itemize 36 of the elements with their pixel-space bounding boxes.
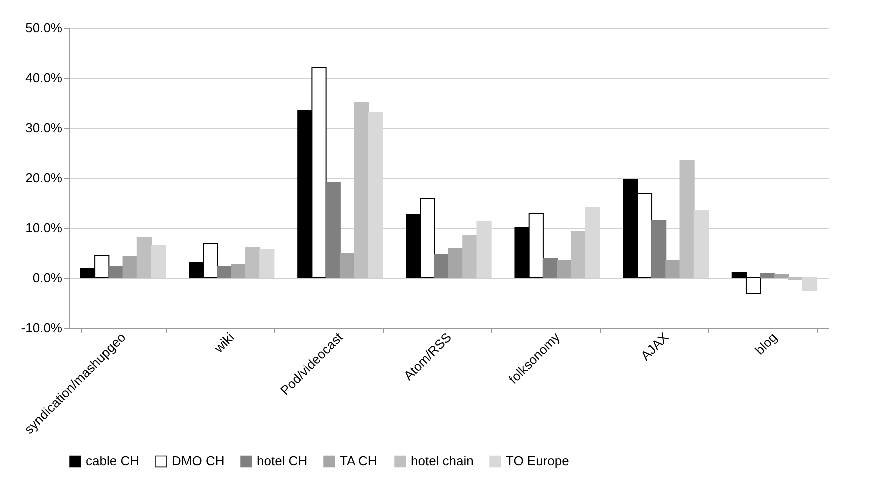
- bar: [448, 248, 464, 278]
- bar: [666, 260, 681, 278]
- bar: [434, 254, 450, 278]
- bar: [462, 235, 478, 278]
- y-tick-label: 40.0%: [26, 70, 63, 86]
- legend-label: hotel CH: [257, 454, 308, 469]
- bar: [245, 247, 261, 278]
- bar: [652, 220, 667, 278]
- bar: [231, 264, 246, 278]
- y-tick-label: -10.0%: [21, 320, 63, 336]
- bar: [680, 160, 695, 278]
- bar: [354, 102, 370, 278]
- bar: [557, 260, 572, 278]
- bar: [326, 182, 341, 278]
- bar: [571, 232, 586, 278]
- legend-label: hotel chain: [411, 454, 474, 469]
- bar: [136, 238, 152, 278]
- legend-label: DMO CH: [172, 454, 225, 469]
- y-tick-label: 50.0%: [26, 20, 63, 36]
- legend-label: TA CH: [340, 454, 378, 469]
- bar: [108, 266, 124, 278]
- x-tick-label: wiki: [210, 330, 238, 356]
- y-tick-label: 30.0%: [26, 120, 63, 136]
- bar: [542, 258, 558, 278]
- bar: [122, 256, 138, 278]
- bar: [760, 274, 776, 278]
- legend-label: TO Europe: [506, 454, 570, 469]
- y-tick-label: 0.0%: [32, 270, 63, 286]
- bar: [788, 278, 804, 280]
- y-tick-label: 20.0%: [26, 170, 63, 186]
- bar: [340, 253, 356, 278]
- bar: [217, 266, 232, 278]
- y-tick-label: 10.0%: [26, 220, 63, 236]
- legend-label: cable CH: [86, 454, 140, 469]
- x-tick-label: blog: [752, 330, 780, 358]
- bar: [774, 274, 790, 278]
